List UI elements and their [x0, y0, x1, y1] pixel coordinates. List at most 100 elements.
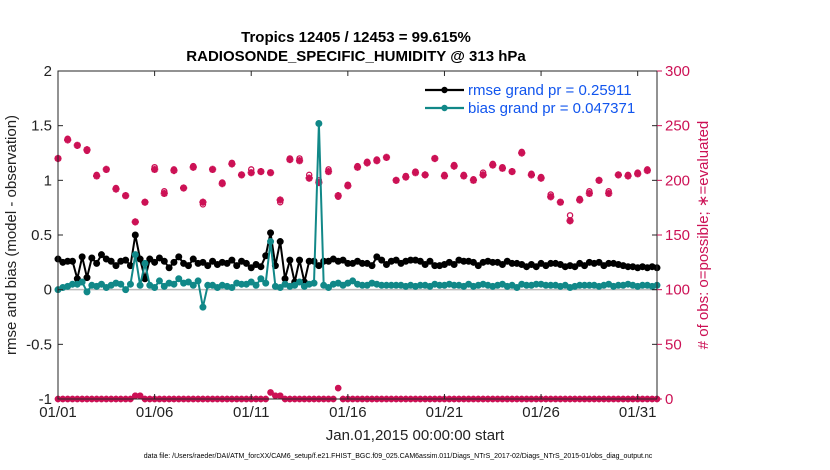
rmse-point: [233, 262, 241, 270]
obs-evaluated-point: [556, 198, 564, 206]
x-tick-label: 01/31: [619, 404, 657, 421]
rmse-point: [571, 263, 579, 271]
obs-evaluated-point: [344, 182, 352, 190]
legend-label: bias grand pr = 0.047371: [468, 100, 635, 117]
bias-point: [228, 283, 236, 291]
bias-point: [151, 283, 159, 291]
obs-evaluated-point: [208, 165, 217, 173]
rmse-point: [88, 254, 96, 262]
rmse-point: [165, 264, 173, 272]
x-tick-label: 01/21: [426, 404, 464, 421]
bias-point: [78, 278, 86, 286]
y-tick-label-right: 250: [665, 118, 690, 135]
y-tick-label-left: -1: [39, 391, 52, 408]
rmse-point: [146, 255, 154, 263]
x-axis-label: Jan.01,2015 00:00:00 start: [326, 427, 505, 444]
bias-point: [170, 280, 178, 288]
rmse-point: [368, 262, 376, 270]
obs-evaluated-point: [479, 171, 487, 179]
obs-evaluated-point: [64, 136, 72, 144]
bias-point: [126, 280, 134, 288]
rmse-point: [392, 256, 400, 264]
rmse-point: [151, 258, 159, 266]
rmse-point: [204, 262, 212, 270]
rmse-point: [339, 256, 347, 264]
rmse-point: [469, 258, 477, 266]
obs-evaluated-point: [141, 198, 149, 206]
rmse-point: [97, 251, 105, 259]
obs-evaluated-point: [131, 218, 139, 226]
bias-point: [247, 278, 255, 286]
rmse-point: [267, 229, 275, 237]
rmse-point: [315, 262, 323, 270]
obs-evaluated-point: [218, 180, 226, 188]
obs-zero-evaluated-point: [132, 392, 139, 399]
obs-evaluated-point: [237, 171, 246, 179]
bias-point: [276, 283, 284, 291]
bias-point: [175, 275, 183, 283]
rmse-point: [93, 259, 101, 267]
legend-marker: [441, 86, 448, 94]
bias-point: [131, 251, 139, 259]
bias-point: [122, 286, 130, 294]
x-tick-label: 01/16: [329, 404, 367, 421]
obs-evaluated-point: [527, 171, 536, 179]
obs-evaluated-point: [547, 193, 555, 201]
obs-evaluated-point: [469, 176, 478, 184]
bias-point: [136, 281, 144, 289]
rmse-point: [426, 257, 434, 265]
rmse-point: [382, 261, 390, 269]
bias-point: [310, 279, 318, 287]
obs-evaluated-point: [228, 160, 236, 168]
obs-evaluated-point: [643, 166, 651, 175]
rmse-point: [276, 238, 284, 246]
obs-evaluated-point: [605, 189, 613, 198]
rmse-point: [296, 256, 304, 264]
bias-point: [349, 277, 357, 285]
rmse-point: [286, 256, 294, 264]
legend-label: rmse grand pr = 0.25911: [468, 82, 632, 99]
obs-evaluated-point: [634, 170, 642, 178]
obs-evaluated-point: [363, 159, 371, 167]
obs-evaluated-point: [402, 173, 410, 181]
obs-evaluated-point: [315, 178, 323, 187]
obs-evaluated-point: [450, 162, 458, 170]
y-tick-label-right: 150: [665, 227, 690, 244]
rmse-point: [532, 263, 540, 271]
bias-point: [291, 281, 299, 289]
obs-evaluated-point: [324, 167, 333, 176]
y-tick-label-left: 1.5: [31, 118, 52, 135]
obs-evaluated-point: [83, 146, 91, 154]
obs-evaluated-point: [93, 172, 101, 180]
series-obs-3: [54, 136, 651, 226]
rmse-point: [107, 257, 115, 265]
rmse-point: [228, 256, 236, 264]
rmse-point: [112, 262, 120, 270]
y-tick-label-left: 0: [44, 282, 52, 299]
obs-evaluated-point: [411, 169, 420, 177]
obs-evaluated-point: [334, 192, 342, 200]
bias-point: [83, 288, 91, 296]
obs-evaluated-point: [537, 174, 545, 182]
bias-point: [315, 119, 323, 127]
rmse-point: [184, 262, 192, 270]
obs-evaluated-point: [382, 153, 391, 161]
obs-evaluated-point: [179, 184, 188, 192]
rmse-point: [78, 253, 86, 261]
bias-point: [117, 280, 125, 288]
rmse-point: [581, 262, 589, 270]
obs-evaluated-point: [498, 164, 507, 172]
obs-evaluated-point: [189, 163, 197, 171]
bias-point: [160, 282, 168, 290]
rmse-point: [83, 274, 91, 282]
obs-evaluated-point: [595, 176, 603, 184]
obs-evaluated-point: [102, 165, 110, 173]
obs-zero-evaluated-point: [277, 392, 284, 399]
obs-evaluated-point: [431, 154, 439, 163]
rmse-point: [498, 261, 506, 269]
obs-evaluated-point: [122, 192, 130, 200]
y-axis-label-right: # of obs: o=possible; ∗=evaluated: [695, 121, 712, 350]
rmse-point: [136, 255, 144, 263]
y-tick-label-left: 2: [44, 63, 52, 80]
